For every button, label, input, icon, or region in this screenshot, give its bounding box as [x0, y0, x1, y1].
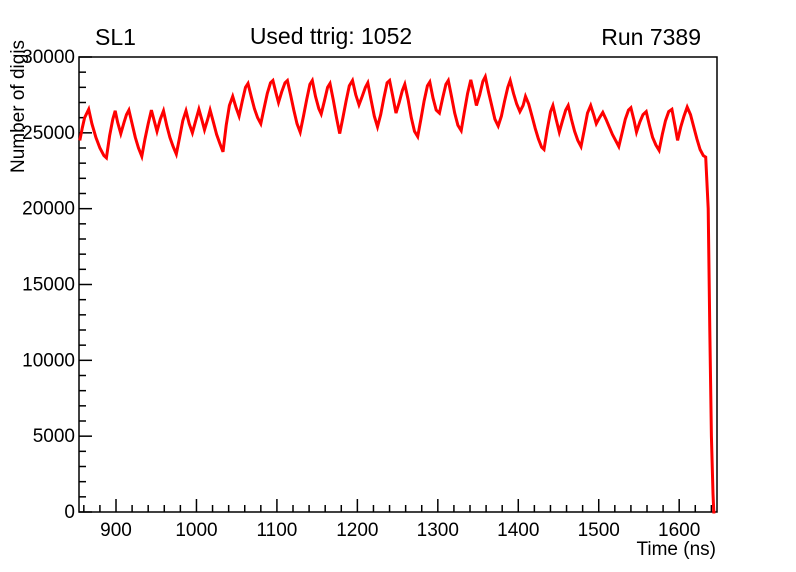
axis-frame — [78, 56, 718, 513]
x-tick-label: 1100 — [256, 520, 297, 541]
y-tick-label: 10000 — [22, 350, 75, 371]
x-tick-label: 1000 — [175, 520, 217, 541]
x-tick-label: 1400 — [497, 520, 539, 541]
x-axis-title: Time (ns) — [636, 539, 716, 560]
y-tick-label: 0 — [64, 502, 75, 523]
x-tick-label: 1500 — [578, 520, 620, 541]
y-tick-label: 25000 — [22, 123, 75, 144]
data-line-digis-vs-time — [78, 72, 716, 514]
histogram-title: Used ttrig: 1052 — [249, 23, 413, 49]
x-tick-label: 1300 — [417, 520, 459, 541]
y-tick-label: 5000 — [33, 426, 75, 447]
pad-label-run-number: Run 7389 — [601, 24, 701, 50]
y-tick-label: 15000 — [22, 275, 75, 296]
x-tick-label: 900 — [100, 520, 132, 541]
pad-label-superlayer: SL1 — [95, 24, 136, 50]
y-tick-label: 20000 — [22, 199, 75, 220]
x-tick-label: 1200 — [336, 520, 378, 541]
x-tick-label: 1600 — [658, 520, 700, 541]
y-tick-label: 30000 — [22, 47, 75, 68]
